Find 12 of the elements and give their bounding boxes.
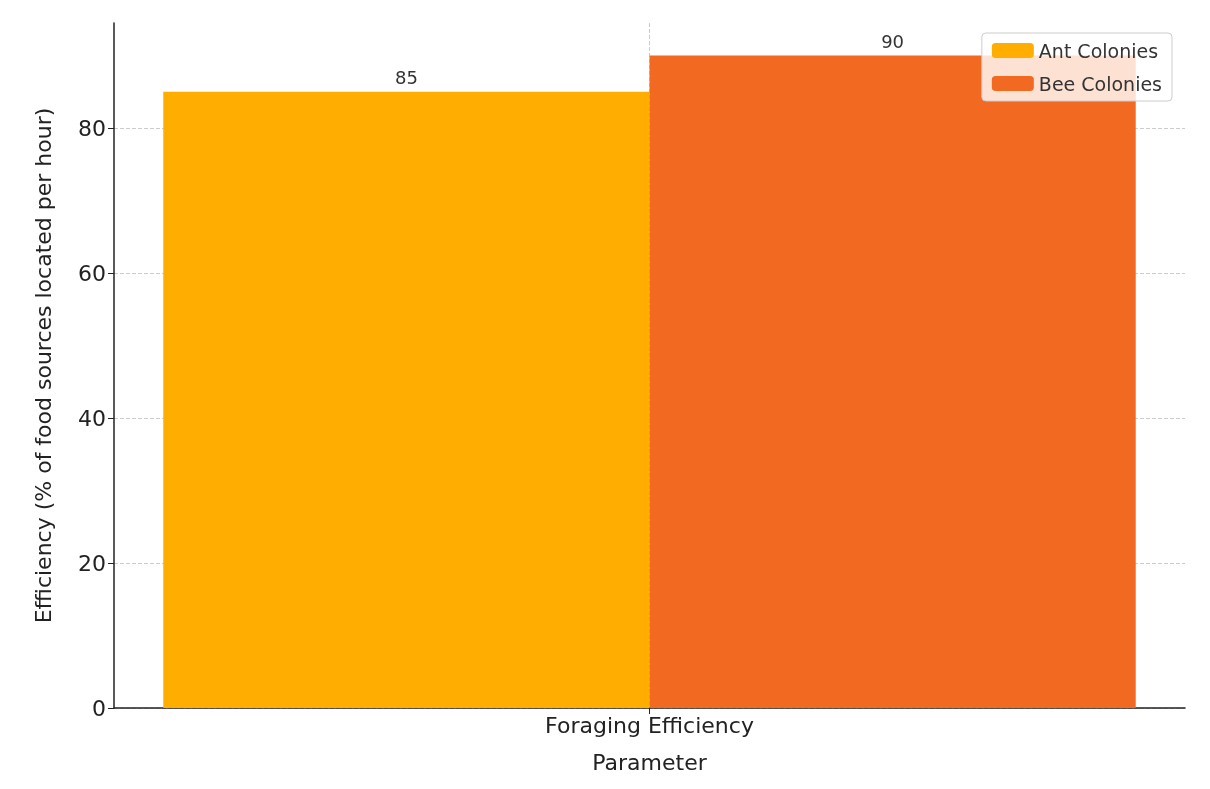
data-label: 85 — [394, 67, 418, 89]
x-axis-title: Parameter — [592, 749, 708, 775]
y-axis-title: Efficiency (% of food sources located per hour) — [30, 107, 56, 624]
legend-label: Ant Colonies — [1038, 39, 1159, 62]
y-tick-label: 20 — [78, 550, 106, 576]
data-label: 90 — [881, 31, 905, 53]
y-tick-label: 80 — [78, 115, 106, 141]
y-tick-label: 40 — [78, 405, 106, 431]
y-tick-label: 0 — [92, 695, 106, 721]
y-tick-label: 60 — [78, 260, 106, 286]
legend-label: Bee Colonies — [1038, 72, 1163, 95]
x-tick-label: Foraging Efficiency — [545, 712, 754, 738]
